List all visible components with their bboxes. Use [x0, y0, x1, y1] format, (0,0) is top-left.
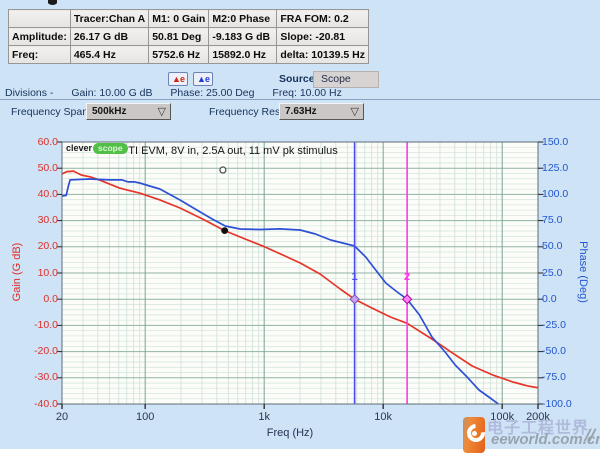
tick-label: 125.0 [542, 161, 569, 174]
tick-label: 75.0 [542, 214, 563, 227]
curves [62, 142, 538, 404]
tick-label: -100.0 [542, 397, 572, 410]
phase-axis-title: Phase (Deg) [577, 241, 589, 303]
tick-label: 30.0 [37, 214, 58, 227]
tick-label: -40.0 [34, 397, 58, 410]
tick-label: 1k [258, 411, 270, 423]
divider-line [0, 99, 600, 100]
frequency-span-dropdown[interactable]: 500kHz ▽ [86, 103, 171, 120]
readout-cell: delta: 10139.5 Hz [276, 45, 369, 64]
tick-label: 50.0 [37, 161, 58, 174]
chart-annotation-title: TI EVM, 8V in, 2.5A out, 11 mV pk stimul… [128, 145, 338, 157]
divisions-phase: Phase: 25.00 Deg [170, 87, 255, 99]
tick-label: -75.0 [542, 371, 566, 384]
tick-label: -20.0 [34, 345, 58, 358]
frequency-span-value: 500kHz [92, 106, 127, 117]
cleverscope-logo-scope: scope [93, 143, 128, 154]
divisions-freq: Freq: 10.00 Hz [272, 87, 342, 99]
freq-axis-title: Freq (Hz) [266, 427, 314, 439]
cleverscope-logo: clever scope [66, 143, 128, 154]
marker-label: 2 [404, 271, 410, 283]
tick-label: 100 [135, 411, 155, 423]
tick-label: 25.0 [542, 266, 563, 279]
tick-label: 0.0 [43, 292, 58, 305]
readout-row: Freq: 465.4 Hz 5752.6 Hz 15892.0 Hz delta: 1… [8, 45, 369, 64]
autoscale-phase-button[interactable]: ▲e [193, 72, 213, 86]
frequency-res-dropdown[interactable]: 7.63Hz ▽ [279, 103, 364, 120]
source-selector[interactable]: Scope [313, 71, 379, 88]
tick-label: 150.0 [542, 135, 569, 148]
tick-label: -50.0 [542, 345, 566, 358]
readout-table-body: Tracer:Chan A M1: 0 Gain M2:0 Phase FRA FOM… [8, 9, 369, 64]
readout-row: Amplitude: 26.17 G dB 50.81 Deg -9.183 G dB… [8, 27, 369, 46]
readout-cell: 5752.6 Hz [148, 45, 210, 64]
tick-label: 60.0 [37, 135, 58, 148]
readout-row: Tracer:Chan A M1: 0 Gain M2:0 Phase FRA FOM… [8, 9, 369, 28]
frequency-span-label: Frequency Span [11, 106, 89, 118]
frequency-res-label: Frequency Res [209, 106, 281, 118]
source-label: Source: [279, 73, 319, 85]
tick-label: 10.0 [37, 266, 58, 279]
watermark-chinese-text: 电子工程世界 [487, 420, 590, 437]
marker-point [401, 293, 413, 305]
readout-cell: 26.17 G dB [69, 27, 150, 46]
readout-cell: Freq: [8, 45, 71, 64]
autoscale-gain-icon: ▲e [172, 74, 185, 84]
eeworld-logo [463, 417, 485, 453]
tick-label: -30.0 [34, 371, 58, 384]
watermark-url-text: eeworld.com.cn [491, 431, 600, 448]
eeworld-logo-dot-icon [472, 431, 477, 436]
autoscale-gain-button[interactable]: ▲e [168, 72, 188, 86]
marker-label: 1 [352, 271, 358, 283]
chevron-down-icon: ▽ [157, 106, 166, 118]
tick-label: 20 [55, 411, 69, 423]
readout-table: Tracer:Chan A M1: 0 Gain M2:0 Phase FRA FOM… [8, 9, 369, 64]
readout-cell: 15892.0 Hz [208, 45, 278, 64]
readout-cell: Slope: -20.81 [276, 27, 369, 46]
tick-label: 100k [490, 411, 515, 423]
divisions-gain: Gain: 10.00 G dB [71, 87, 153, 99]
tick-label: 200k [526, 411, 550, 423]
tick-label: 40.0 [37, 187, 58, 200]
readout-cell: FRA FOM: 0.2 [276, 9, 369, 28]
readout-cell: 50.81 Deg [148, 27, 210, 46]
tick-label: 20.0 [37, 240, 58, 253]
cropped-text-artifact [48, 0, 57, 5]
readout-cell [8, 9, 71, 28]
marker-point [349, 293, 360, 305]
gain-axis-title: Gain (G dB) [11, 242, 23, 302]
tick-label: 100.0 [542, 187, 569, 200]
cleverscope-logo-clever: clever [66, 143, 93, 153]
readout-cell: -9.183 G dB [208, 27, 278, 46]
chevron-down-icon: ▽ [350, 106, 359, 118]
readout-cell: Amplitude: [8, 27, 71, 46]
autoscale-phase-icon: ▲e [197, 74, 210, 84]
tick-label: 50.0 [542, 240, 563, 253]
hover-circle [219, 166, 227, 174]
tick-label: -25.0 [542, 318, 566, 331]
tick-label: -10.0 [34, 318, 58, 331]
readout-cell: Tracer:Chan A [69, 9, 150, 28]
readout-cell: 465.4 Hz [69, 45, 150, 64]
divisions-prefix: Divisions - [5, 87, 54, 99]
divisions-readout: Divisions - Gain: 10.00 G dB Phase: 25.0… [5, 87, 357, 99]
frequency-res-value: 7.63Hz [285, 106, 317, 117]
tick-label: 10k [374, 411, 393, 423]
tick-label: 0.0 [542, 292, 557, 305]
tracer-dot [221, 227, 229, 235]
phase-curve [62, 178, 499, 404]
